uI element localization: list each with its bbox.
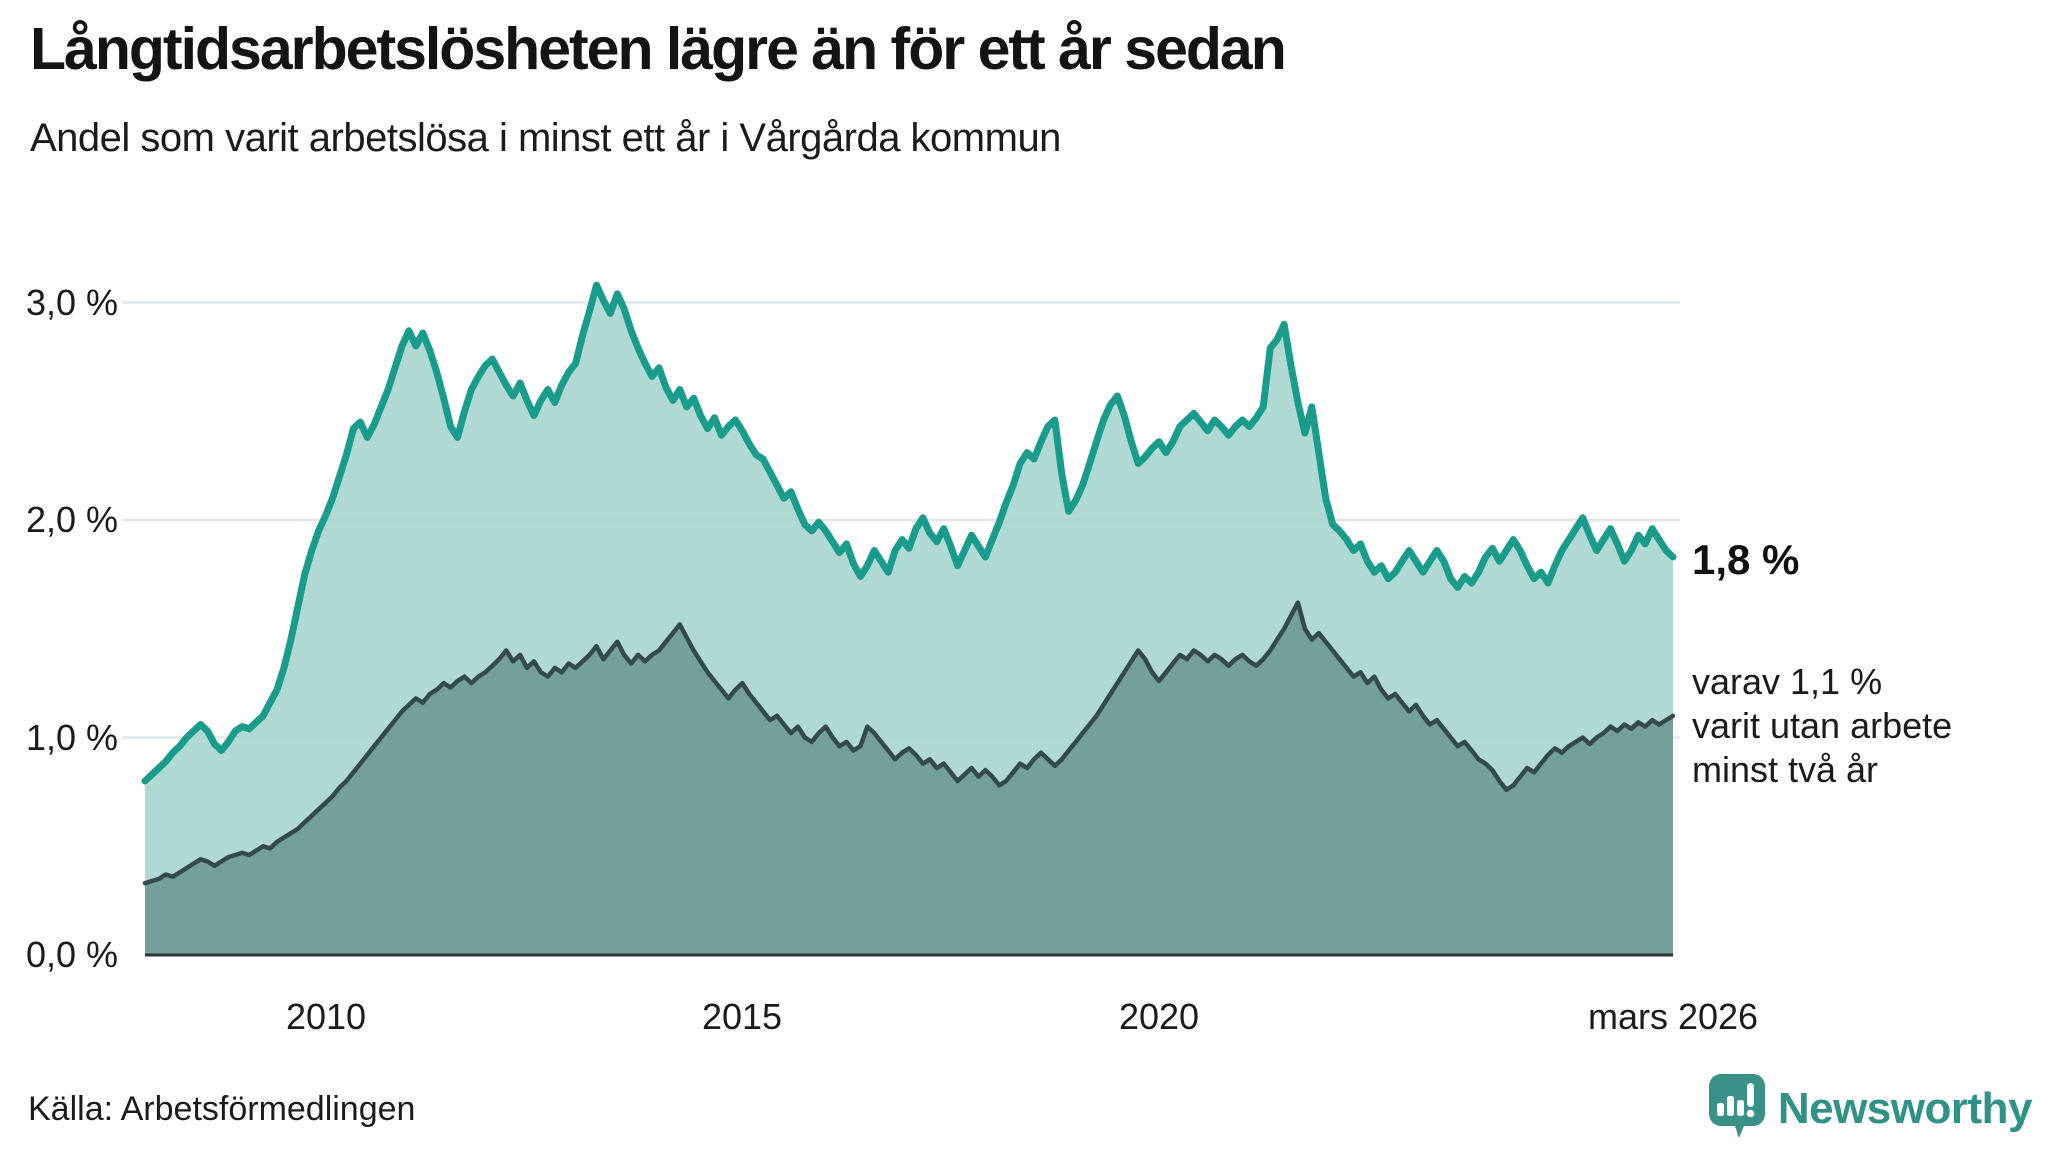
page-subtitle: Andel som varit arbetslösa i minst ett å… (30, 116, 1061, 160)
x-tick-label: mars 2026 (1587, 996, 1759, 1037)
x-tick-label: 2015 (701, 996, 783, 1037)
line-series-2 (142, 600, 1676, 886)
x-tick-label: 2020 (1118, 996, 1200, 1037)
brand-logo: Newsworthy (1708, 1073, 2033, 1144)
y-tick-label: 2,0 % (25, 499, 118, 540)
x-tick-label: 2010 (285, 996, 367, 1037)
series2-annotation: varav 1,1 % varit utan arbete minst två … (1692, 661, 1953, 790)
brand-name: Newsworthy (1777, 1083, 2033, 1133)
line-series-1 (141, 281, 1677, 785)
y-tick-label: 1,0 % (25, 716, 118, 758)
area-series-2 (145, 602, 1673, 955)
newsworthy-icon (1708, 1073, 1766, 1144)
series1-end-value-label: 1,8 % (1692, 536, 1800, 583)
y-tick-label: 3,0 % (25, 281, 118, 323)
source-credit: Källa: Arbetsförmedlingen (28, 1090, 416, 1128)
y-tick-label: 0,0 % (25, 934, 118, 975)
page-title: Långtidsarbetslösheten lägre än för ett … (30, 16, 1287, 82)
